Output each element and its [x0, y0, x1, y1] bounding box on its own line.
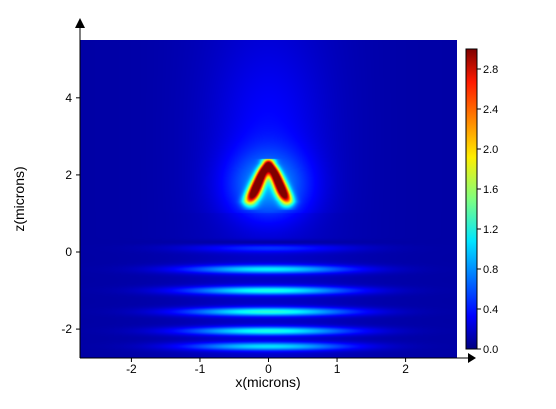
colorbar: 0.0 0.4 0.8 1.2 1.6 2.0 2.4 2.8: [465, 48, 498, 356]
y-axis: -2 0 2 4: [61, 18, 85, 358]
x-axis-arrow: [468, 353, 476, 363]
x-tick-label: -1: [195, 362, 206, 376]
colorbar-tick-label: 2.8: [483, 64, 498, 76]
colorbar-ticks: 0.0 0.4 0.8 1.2 1.6 2.0 2.4 2.8: [477, 64, 498, 356]
colorbar-tick-label: 2.0: [483, 144, 498, 156]
y-axis-arrow: [75, 18, 85, 28]
colorbar-tick-label: 1.6: [483, 184, 498, 196]
colorbar-tick-label: 0.8: [483, 264, 498, 276]
x-axis-label: x(microns): [235, 374, 300, 390]
colorbar-tick-label: 0.0: [483, 344, 498, 356]
y-tick-label: 0: [65, 245, 72, 259]
colorbar-gradient: [465, 48, 478, 350]
x-tick-label: 0: [265, 362, 272, 376]
y-axis-label: z(microns): [11, 166, 27, 231]
colorbar-tick-label: 1.2: [483, 224, 498, 236]
x-tick-label: 2: [402, 362, 409, 376]
y-tick-label: 2: [65, 168, 72, 182]
colorbar-tick-label: 2.4: [483, 104, 498, 116]
x-tick-label: -2: [126, 362, 137, 376]
heatmap-image: [80, 40, 457, 358]
x-axis: -2 -1 0 1 2: [80, 353, 476, 376]
y-tick-label: 4: [65, 91, 72, 105]
y-tick-label: -2: [61, 322, 72, 336]
x-tick-label: 1: [334, 362, 341, 376]
colorbar-tick-label: 0.4: [483, 304, 498, 316]
heatmap-plot-area: [80, 40, 457, 358]
